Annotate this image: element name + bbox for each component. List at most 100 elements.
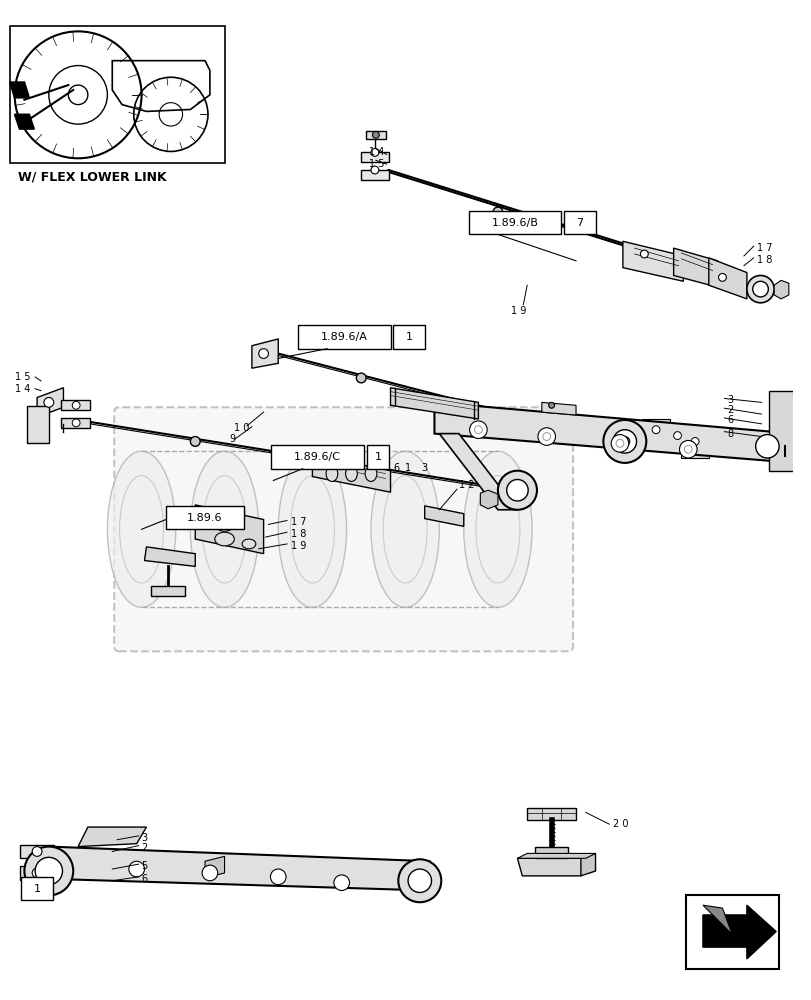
Text: 1 2: 1 2 bbox=[458, 480, 474, 490]
Ellipse shape bbox=[746, 275, 773, 303]
Circle shape bbox=[611, 435, 628, 452]
Polygon shape bbox=[517, 853, 594, 858]
Bar bbox=[564, 211, 594, 234]
Text: 1: 1 bbox=[374, 452, 381, 462]
Text: 1 8: 1 8 bbox=[756, 255, 771, 265]
Circle shape bbox=[640, 250, 647, 258]
Polygon shape bbox=[195, 505, 264, 554]
Text: 1 9: 1 9 bbox=[510, 306, 526, 316]
Circle shape bbox=[398, 859, 440, 902]
Circle shape bbox=[372, 131, 379, 138]
Text: 1 4: 1 4 bbox=[15, 384, 30, 394]
Polygon shape bbox=[773, 280, 787, 299]
Text: 3: 3 bbox=[141, 833, 148, 843]
Polygon shape bbox=[144, 547, 195, 566]
Text: 6: 6 bbox=[727, 415, 732, 425]
Text: 7: 7 bbox=[576, 218, 583, 228]
Circle shape bbox=[129, 861, 144, 877]
Text: 1.89.6/B: 1.89.6/B bbox=[491, 218, 538, 228]
Circle shape bbox=[356, 373, 366, 383]
Circle shape bbox=[616, 439, 623, 447]
Circle shape bbox=[690, 438, 698, 445]
Text: 6: 6 bbox=[393, 463, 399, 473]
Bar bbox=[298, 325, 390, 349]
Circle shape bbox=[270, 869, 285, 885]
Bar bbox=[468, 211, 560, 234]
Bar bbox=[19, 845, 54, 858]
Polygon shape bbox=[390, 388, 478, 419]
Circle shape bbox=[537, 428, 555, 445]
Ellipse shape bbox=[345, 466, 357, 481]
Ellipse shape bbox=[326, 466, 337, 481]
Circle shape bbox=[603, 420, 646, 463]
Text: 1.89.6/A: 1.89.6/A bbox=[320, 332, 367, 342]
Ellipse shape bbox=[107, 451, 175, 607]
Circle shape bbox=[333, 875, 349, 891]
Circle shape bbox=[32, 847, 42, 856]
Ellipse shape bbox=[215, 532, 234, 546]
Circle shape bbox=[474, 426, 482, 434]
Text: 1: 1 bbox=[405, 463, 411, 473]
Polygon shape bbox=[424, 506, 463, 526]
Text: 9: 9 bbox=[230, 434, 235, 444]
Text: 1 4: 1 4 bbox=[368, 147, 384, 157]
Bar bbox=[28, 406, 49, 443]
Bar bbox=[61, 418, 90, 428]
Circle shape bbox=[190, 437, 200, 446]
Circle shape bbox=[35, 857, 62, 885]
Ellipse shape bbox=[215, 518, 234, 531]
Circle shape bbox=[24, 847, 73, 895]
Text: W/ FLEX LOWER LINK: W/ FLEX LOWER LINK bbox=[18, 170, 166, 183]
Circle shape bbox=[32, 868, 42, 878]
Polygon shape bbox=[768, 391, 800, 471]
Text: 2: 2 bbox=[141, 843, 148, 853]
Polygon shape bbox=[37, 388, 63, 417]
Circle shape bbox=[408, 869, 431, 892]
Text: 2: 2 bbox=[727, 405, 732, 415]
Text: 8: 8 bbox=[727, 429, 732, 439]
Circle shape bbox=[506, 479, 527, 501]
Circle shape bbox=[497, 471, 536, 510]
Circle shape bbox=[619, 437, 629, 446]
Circle shape bbox=[673, 432, 680, 439]
Bar bbox=[680, 431, 708, 458]
Polygon shape bbox=[526, 808, 575, 820]
Circle shape bbox=[543, 433, 550, 440]
Circle shape bbox=[371, 149, 379, 156]
Text: 5: 5 bbox=[141, 861, 148, 871]
Polygon shape bbox=[10, 82, 29, 98]
Circle shape bbox=[469, 421, 487, 438]
Circle shape bbox=[684, 445, 691, 453]
Polygon shape bbox=[151, 586, 185, 596]
Polygon shape bbox=[480, 490, 497, 509]
Polygon shape bbox=[366, 131, 385, 139]
Bar bbox=[800, 423, 811, 446]
Bar bbox=[393, 325, 424, 349]
Bar bbox=[685, 895, 778, 969]
Polygon shape bbox=[708, 258, 746, 299]
Polygon shape bbox=[580, 853, 594, 876]
Circle shape bbox=[755, 435, 778, 458]
Bar bbox=[21, 877, 53, 900]
Circle shape bbox=[612, 430, 636, 453]
Text: 1 5: 1 5 bbox=[15, 372, 30, 382]
Polygon shape bbox=[15, 114, 34, 129]
Circle shape bbox=[679, 440, 696, 458]
Circle shape bbox=[259, 349, 268, 358]
Ellipse shape bbox=[371, 451, 439, 607]
Text: 1 0: 1 0 bbox=[234, 423, 249, 433]
Bar bbox=[663, 425, 690, 452]
Polygon shape bbox=[312, 455, 390, 492]
Bar bbox=[361, 170, 388, 180]
Bar bbox=[19, 866, 54, 880]
Text: 1: 1 bbox=[405, 332, 412, 342]
Text: 1 7: 1 7 bbox=[290, 517, 306, 527]
Bar bbox=[165, 506, 244, 529]
Circle shape bbox=[72, 419, 80, 427]
Polygon shape bbox=[702, 905, 775, 959]
FancyBboxPatch shape bbox=[114, 407, 573, 651]
Circle shape bbox=[492, 207, 502, 217]
Polygon shape bbox=[702, 905, 732, 934]
Ellipse shape bbox=[242, 539, 255, 549]
Text: 3: 3 bbox=[421, 463, 427, 473]
